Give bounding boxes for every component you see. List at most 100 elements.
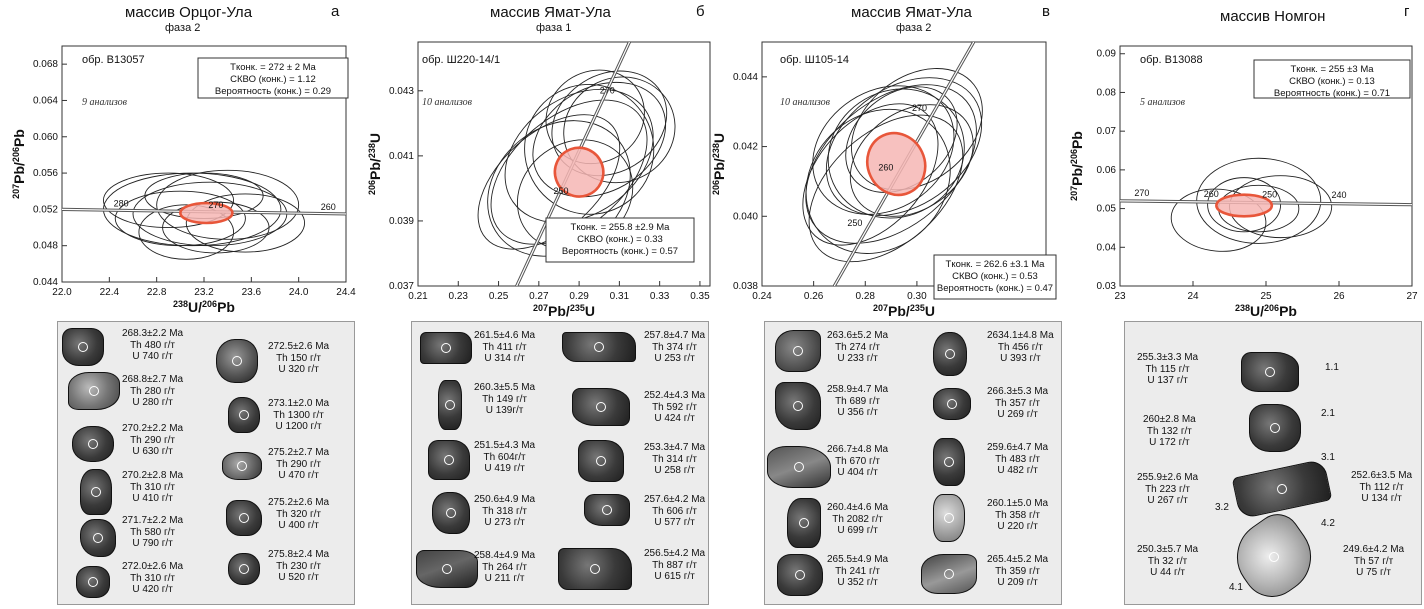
grain-label: 268.3±2.2 Ma Th 480 г/т U 740 г/т [122,328,184,362]
panel-title: массив Ямат-Ула [851,4,972,21]
spot-label: 3.2 [1215,502,1229,513]
analysis-ellipse [185,193,306,253]
analysis-ellipse [504,88,654,223]
sample-label: обр. В13057 [82,54,145,66]
analysis-ellipse [114,190,246,247]
concordia-chart: 23 24 25 26 27 0.03 0.04 0.05 0.06 0.07 0.08 0.09 27… [1069,45,1418,319]
y-tick-label: 0.064 [33,95,58,106]
grain-label: 251.5±4.3 Ma Th 604г/т U 419 г/т [474,440,536,474]
y-tick-label: 0.07 [1097,126,1117,137]
grain-label: 265.4±5.2 Ma Th 359 г/т U 209 г/т [987,554,1049,588]
zircon-grain [428,440,470,480]
zircon-grain [787,498,821,548]
panel-d: массив Номгон г 23 24 25 26 27 0.03 0.04 0.05 0.… [1068,0,1424,609]
zircon-grain [933,332,967,376]
x-tick-label: 23 [1114,291,1126,302]
concordia-age-label: 270 [600,85,615,95]
zircon-grain [1222,505,1326,609]
y-tick-label: 0.044 [733,72,758,83]
panel-title: массив Ямат-Ула [490,4,611,21]
panel-subtitle: фаза 2 [896,22,932,34]
cl-image-panel: 261.5±4.6 Ma Th 411 г/т U 314 г/т 260.3±5.… [411,321,709,605]
grain-label: 268.8±2.7 Ma Th 280 г/т U 280 г/т [122,374,184,408]
result-line: СКВО (конк.) = 0.13 [1289,76,1375,87]
analyses-count: 9 анализов [82,97,128,108]
concordia-chart: 0.21 0.23 0.25 0.27 0.29 0.31 0.33 0.35 0.037 0.0… [367,41,711,319]
spot-label: 2.1 [1321,408,1335,419]
result-line: СКВО (конк.) = 0.53 [952,271,1038,282]
concordia-age-ellipse [179,201,234,225]
x-axis-label: 207Pb/235U [873,303,935,319]
grain-label: 250.3±5.7 Ma Th 32 г/т U 44 г/т [1137,544,1199,578]
analyses-count: 10 анализов [780,97,831,108]
concordia-chart: 0.240.260.280.300.320.340.0380.0400.0420… [711,41,1057,319]
concordia-age-label: 240 [1331,190,1346,200]
panel-letter: в [1042,3,1050,20]
grain-label: 270.2±2.8 Ma Th 310 г/т U 410 г/т [122,470,184,504]
panel-letter: б [696,3,705,20]
sample-label: обр. Ш220-14/1 [422,54,500,66]
analysis-ellipse [532,81,667,198]
y-tick-label: 0.037 [389,281,414,292]
zircon-grain [572,388,630,426]
cl-image-panel: 263.6±5.2 Ma Th 274 г/т U 233 г/т 258.9±4.… [764,321,1062,605]
y-tick-label: 0.040 [733,211,758,222]
zircon-grain [80,469,112,515]
x-tick-label: 0.25 [489,291,509,302]
grain-label: 259.6±4.7 Ma Th 483 г/т U 482 г/т [987,442,1049,476]
plot-area [477,42,676,286]
cl-image-panel: 268.3±2.2 Ma Th 480 г/т U 740 г/т 268.8±2.… [57,321,355,605]
y-tick-label: 0.03 [1097,281,1117,292]
analysis-ellipse [490,99,648,245]
grain-label: 260.1±5.0 Ma Th 358 г/т U 220 г/т [987,498,1049,532]
y-tick-label: 0.038 [733,281,758,292]
concordia-age-label: 250 [847,218,862,228]
plot-area [1120,157,1412,252]
x-axis-label: 207Pb/235U [533,303,595,319]
concordia-age-label: 270 [912,103,927,113]
y-tick-label: 0.044 [33,277,58,288]
zircon-grain [226,500,262,536]
zircon-grain [562,332,636,362]
x-tick-label: 0.23 [449,291,469,302]
result-line: Tконк. = 255.8 ±2.9 Ma [571,222,671,233]
concordia-chart: 22.0 22.4 22.8 23.2 23.6 24.0 24.4 0.044 0.048 0.… [11,45,356,315]
x-tick-label: 27 [1406,291,1418,302]
x-tick-label: 22.8 [147,287,167,298]
grain-label: 258.9±4.7 Ma Th 689 г/т U 356 г/т [827,384,889,418]
y-tick-label: 0.06 [1097,165,1117,176]
x-tick-label: 0.27 [529,291,549,302]
y-tick-label: 0.068 [33,59,58,70]
x-axis-label: 238U/206Pb [1235,303,1297,319]
concordia-age-label: 250 [553,186,568,196]
grain-label: 255.9±2.6 Ma Th 223 г/т U 267 г/т [1137,472,1199,506]
zircon-grain [933,438,965,486]
grain-label: 275.2±2.6 Ma Th 320 г/т U 400 г/т [268,497,330,531]
y-axis-label: 206Pb/238U [367,133,383,195]
panel-title: массив Орцог-Ула [125,4,253,21]
grain-label: 261.5±4.6 Ma Th 411 г/т U 314 г/т [474,330,536,364]
zircon-grain [775,382,821,430]
x-tick-label: 24.0 [289,287,309,298]
panel-subtitle: фаза 1 [536,22,572,34]
grain-label: 263.6±5.2 Ma Th 274 г/т U 233 г/т [827,330,889,364]
zircon-grain [216,339,258,383]
result-line: Вероятность (конк.) = 0.57 [562,246,678,257]
x-tick-label: 0.21 [408,291,428,302]
zircon-grain [416,550,478,588]
concordia-age-label: 260 [321,202,336,212]
grain-label: 260±2.8 Ma Th 132 г/т U 172 г/т [1143,414,1196,448]
grain-label: 266.7±4.8 Ma Th 670 г/т U 404 г/т [827,444,889,478]
x-tick-label: 0.33 [650,291,670,302]
zircon-grain [228,397,260,433]
y-tick-label: 0.039 [389,216,414,227]
panel-title: массив Номгон [1220,8,1326,25]
grain-label: 275.8±2.4 Ma Th 230 г/т U 520 г/т [268,549,330,583]
grain-label: 256.5±4.2 Ma Th 887 г/т U 615 г/т [644,548,706,582]
grain-label: 270.2±2.2 Ma Th 290 г/т U 630 г/т [122,423,184,457]
result-line: СКВО (конк.) = 0.33 [577,234,663,245]
y-tick-label: 0.060 [33,132,58,143]
y-tick-label: 0.043 [389,86,414,97]
grain-label: 271.7±2.2 Ma Th 580 г/т U 790 г/т [122,515,184,549]
x-tick-label: 0.26 [804,291,824,302]
